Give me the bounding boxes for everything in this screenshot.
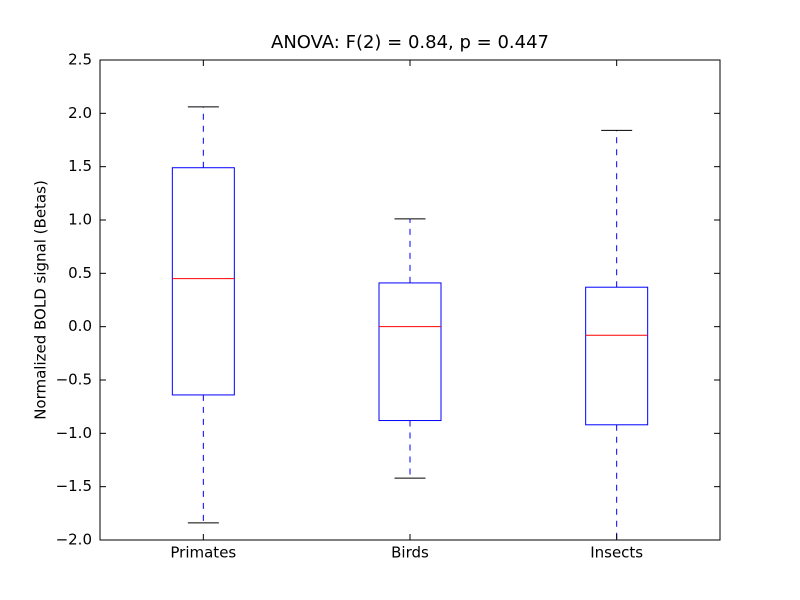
box xyxy=(585,286,649,426)
y-tick-label: 0.0 xyxy=(68,317,92,335)
x-tick-label: Insects xyxy=(590,544,643,562)
chart-title: ANOVA: F(2) = 0.84, p = 0.447 xyxy=(271,32,549,53)
plot-area xyxy=(171,106,649,540)
y-tick-label: 2.5 xyxy=(68,51,92,69)
y-tick-label: 1.0 xyxy=(68,211,92,229)
x-tick-label: Birds xyxy=(391,544,429,562)
y-tick-label: 0.5 xyxy=(68,264,92,282)
y-axis-label: Normalized BOLD signal (Betas) xyxy=(32,180,50,420)
y-tick-label: 2.0 xyxy=(68,104,92,122)
y-tick-label: 1.5 xyxy=(68,157,92,175)
y-tick-label: −1.0 xyxy=(56,424,92,442)
y-tick-label: −0.5 xyxy=(56,371,92,389)
y-tick-label: −2.0 xyxy=(56,531,92,549)
x-tick-label: Primates xyxy=(170,544,236,562)
box xyxy=(378,282,442,422)
box xyxy=(171,167,235,396)
y-tick-label: −1.5 xyxy=(56,477,92,495)
